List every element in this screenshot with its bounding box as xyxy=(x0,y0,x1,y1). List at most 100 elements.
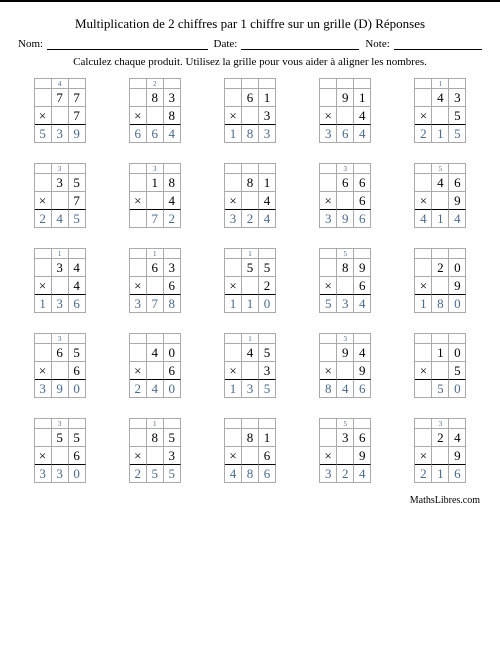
problem-15: 20×9180 xyxy=(414,248,466,313)
cell xyxy=(130,429,147,447)
cell: 2 xyxy=(432,429,449,447)
cell xyxy=(415,419,432,429)
cell: × xyxy=(130,362,147,380)
cell xyxy=(259,334,276,344)
cell xyxy=(35,174,52,192)
cell: 0 xyxy=(164,380,181,398)
cell xyxy=(354,79,371,89)
date-line[interactable] xyxy=(241,38,359,50)
problem-11: 134×4136 xyxy=(34,248,86,313)
problem-10: 546×9414 xyxy=(414,163,466,228)
cell: 3 xyxy=(52,125,69,143)
cell: 6 xyxy=(242,89,259,107)
cell: × xyxy=(130,447,147,465)
cell: 1 xyxy=(432,465,449,483)
cell: 8 xyxy=(147,89,164,107)
cell: 5 xyxy=(69,174,86,192)
cell: 3 xyxy=(52,465,69,483)
cell: 4 xyxy=(432,174,449,192)
cell xyxy=(415,259,432,277)
cell: 6 xyxy=(449,465,466,483)
cell: 3 xyxy=(337,334,354,344)
problem-7: 318×472 xyxy=(129,163,181,228)
cell xyxy=(130,164,147,174)
cell xyxy=(35,334,52,344)
cell: 1 xyxy=(432,210,449,228)
cell: 4 xyxy=(147,380,164,398)
cell: 2 xyxy=(432,259,449,277)
cell: 1 xyxy=(242,334,259,344)
cell: 9 xyxy=(69,125,86,143)
cell: 1 xyxy=(242,295,259,313)
cell: 6 xyxy=(449,174,466,192)
cell: 5 xyxy=(35,125,52,143)
cell xyxy=(320,419,337,429)
cell: 9 xyxy=(337,344,354,362)
cell xyxy=(35,79,52,89)
cell xyxy=(164,249,181,259)
cell: 2 xyxy=(147,79,164,89)
cell: 6 xyxy=(354,277,371,295)
cell: 6 xyxy=(259,465,276,483)
instruction: Calculez chaque produit. Utilisez la gri… xyxy=(18,56,482,68)
cell xyxy=(449,79,466,89)
cell xyxy=(69,419,86,429)
cell xyxy=(35,259,52,277)
cell: 2 xyxy=(164,210,181,228)
cell: 6 xyxy=(69,362,86,380)
cell xyxy=(225,334,242,344)
cell: 3 xyxy=(242,380,259,398)
date-field: Date: xyxy=(214,38,360,50)
cell: 4 xyxy=(147,344,164,362)
cell xyxy=(354,249,371,259)
cell: 3 xyxy=(35,465,52,483)
cell: 5 xyxy=(69,429,86,447)
cell xyxy=(242,277,259,295)
cell: 6 xyxy=(354,429,371,447)
cell xyxy=(415,164,432,174)
cell: 4 xyxy=(354,125,371,143)
cell xyxy=(164,419,181,429)
cell xyxy=(52,362,69,380)
cell xyxy=(449,249,466,259)
cell: 8 xyxy=(164,174,181,192)
note-field: Note: xyxy=(365,38,482,50)
cell xyxy=(415,89,432,107)
cell: 4 xyxy=(259,210,276,228)
cell: 3 xyxy=(449,89,466,107)
cell xyxy=(259,249,276,259)
cell xyxy=(35,89,52,107)
cell xyxy=(35,344,52,362)
note-line[interactable] xyxy=(394,38,482,50)
cell: 3 xyxy=(225,210,242,228)
cell: 6 xyxy=(147,125,164,143)
problem-21: 355×6330 xyxy=(34,418,86,483)
cell xyxy=(69,334,86,344)
cell: 4 xyxy=(69,277,86,295)
page-title: Multiplication de 2 chiffres par 1 chiff… xyxy=(18,16,482,32)
cell: 4 xyxy=(242,344,259,362)
cell: 0 xyxy=(69,380,86,398)
nom-line[interactable] xyxy=(47,38,207,50)
cell: 6 xyxy=(337,174,354,192)
cell: 8 xyxy=(164,107,181,125)
cell xyxy=(320,89,337,107)
cell: × xyxy=(320,192,337,210)
problem-3: 61×3183 xyxy=(224,78,276,143)
cell: × xyxy=(415,447,432,465)
cell: 5 xyxy=(69,210,86,228)
cell: 3 xyxy=(337,295,354,313)
cell: 3 xyxy=(337,164,354,174)
cell xyxy=(35,429,52,447)
cell: 2 xyxy=(35,210,52,228)
cell xyxy=(147,447,164,465)
cell xyxy=(432,362,449,380)
cell xyxy=(415,380,432,398)
cell: × xyxy=(130,192,147,210)
cell xyxy=(52,277,69,295)
cell: 4 xyxy=(354,107,371,125)
cell: 3 xyxy=(130,295,147,313)
cell: 0 xyxy=(69,465,86,483)
cell: 1 xyxy=(147,174,164,192)
cell: 1 xyxy=(242,249,259,259)
